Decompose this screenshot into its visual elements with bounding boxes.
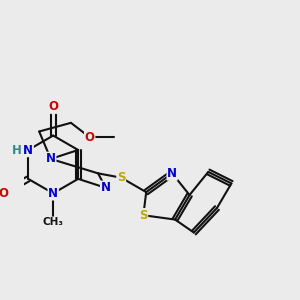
Text: O: O bbox=[48, 100, 58, 113]
Text: O: O bbox=[85, 131, 95, 144]
Text: N: N bbox=[100, 181, 111, 194]
Text: S: S bbox=[139, 209, 148, 222]
Text: S: S bbox=[117, 171, 125, 184]
Text: N: N bbox=[23, 143, 33, 157]
Text: CH₃: CH₃ bbox=[43, 217, 64, 227]
Text: N: N bbox=[48, 187, 58, 200]
Text: N: N bbox=[167, 167, 177, 180]
Text: O: O bbox=[0, 187, 8, 200]
Text: H: H bbox=[12, 143, 22, 157]
Text: N: N bbox=[46, 152, 56, 165]
